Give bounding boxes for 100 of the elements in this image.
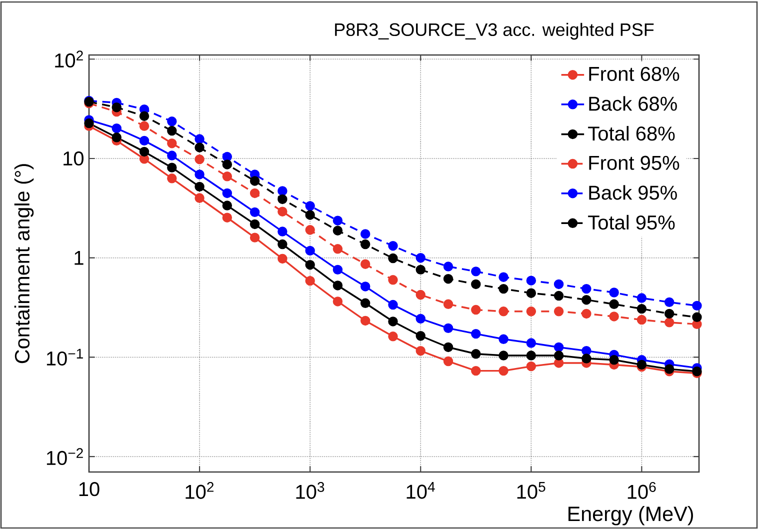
point [388, 300, 398, 310]
point [443, 323, 454, 334]
point [471, 328, 481, 339]
legend-label: Total 95% [588, 214, 675, 230]
point [416, 290, 426, 300]
point [305, 276, 315, 286]
point [498, 366, 508, 376]
y-tick-label: 1 [74, 250, 84, 265]
point [167, 116, 177, 126]
y-axis-title: Containment angle (°) [14, 164, 34, 364]
point [222, 212, 232, 222]
x-tick-label: 10$^{4}$ [406, 482, 435, 499]
point [636, 304, 647, 314]
point [360, 239, 370, 250]
point [194, 134, 204, 144]
y-tick-label: 10$^{−2}$ [46, 448, 83, 466]
point [609, 299, 619, 310]
point [305, 201, 315, 211]
point [498, 284, 508, 294]
point [222, 160, 232, 170]
point [443, 356, 454, 366]
x-tick-label: 10$^{6}$ [628, 482, 656, 499]
legend-label: Back 68% [589, 96, 677, 111]
point [554, 290, 564, 301]
point [194, 193, 204, 203]
point [443, 274, 454, 284]
point [222, 172, 232, 182]
point [139, 136, 150, 146]
point [112, 102, 122, 112]
point [388, 253, 398, 264]
point [332, 244, 343, 254]
point [278, 226, 288, 236]
point [526, 276, 536, 286]
point [388, 241, 398, 251]
point [222, 152, 232, 162]
point [554, 306, 564, 316]
point [167, 150, 177, 160]
point [305, 246, 315, 256]
point [471, 304, 481, 315]
point [498, 306, 508, 316]
point [305, 225, 315, 235]
point [332, 280, 343, 290]
point [609, 312, 619, 322]
point [609, 288, 619, 298]
point [222, 200, 232, 210]
x-tick-label: 10$^{3}$ [296, 482, 324, 499]
point [664, 318, 674, 328]
point [416, 314, 426, 324]
point [471, 349, 481, 359]
point [636, 314, 647, 325]
point [416, 331, 426, 341]
point [139, 146, 150, 157]
point [582, 284, 592, 294]
point [167, 174, 177, 184]
point [609, 355, 619, 365]
point [471, 366, 481, 376]
point [388, 316, 398, 326]
point [582, 308, 592, 319]
point [250, 232, 260, 242]
point [554, 279, 564, 290]
point [692, 312, 702, 322]
point [498, 350, 508, 360]
point [278, 254, 288, 264]
point [194, 154, 204, 164]
point [332, 264, 343, 275]
point [167, 138, 177, 148]
point [305, 210, 315, 220]
point [692, 300, 702, 311]
point [250, 219, 260, 230]
point [526, 361, 536, 372]
x-tick-label: 10$^{2}$ [186, 482, 214, 499]
point [471, 266, 481, 276]
point [664, 364, 674, 374]
point [582, 294, 592, 305]
legend-label: Front 95% [589, 156, 680, 170]
x-axis-title: Energy (MeV) [568, 506, 693, 526]
point [554, 342, 564, 352]
point [526, 288, 536, 298]
point [139, 121, 150, 131]
point [416, 252, 426, 263]
chart-title: P8R3_SOURCE_V3 acc. weighted PSF [335, 22, 654, 40]
point [360, 259, 370, 269]
point [332, 296, 343, 306]
point [278, 186, 288, 196]
x-tick-label: 10$^{5}$ [517, 482, 546, 499]
point [194, 170, 204, 180]
point [332, 226, 343, 236]
point [250, 188, 260, 198]
legend-label: Back 95% [589, 185, 677, 200]
point [582, 354, 592, 364]
point [84, 118, 94, 128]
point [360, 298, 370, 308]
point [360, 282, 370, 292]
point [526, 350, 536, 360]
point [388, 275, 398, 285]
point [498, 334, 508, 344]
point [416, 264, 426, 275]
point [167, 126, 177, 136]
point [526, 338, 536, 348]
y-tick-label: 10 [64, 151, 84, 166]
